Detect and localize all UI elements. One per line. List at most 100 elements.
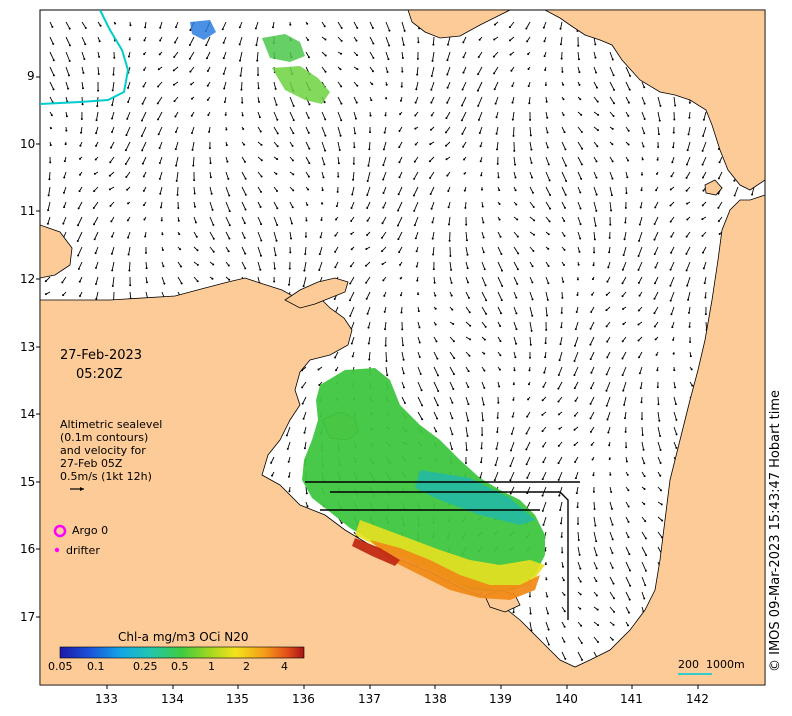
velocity-arrow-head [492, 55, 495, 58]
velocity-arrow-head [610, 194, 613, 197]
velocity-arrow-head [227, 264, 230, 267]
chl-north-green [262, 34, 305, 62]
velocity-arrow-head [84, 27, 87, 30]
velocity-arrow-head [612, 74, 615, 77]
velocity-arrow-head [643, 462, 646, 465]
velocity-arrow-head [595, 193, 598, 196]
velocity-arrow [593, 561, 598, 569]
velocity-arrow-head [517, 252, 520, 255]
velocity-arrow [365, 276, 371, 283]
velocity-arrow [385, 366, 388, 376]
velocity-arrow-head [97, 89, 100, 92]
velocity-arrow [287, 441, 291, 449]
velocity-arrow-head [480, 447, 483, 450]
velocity-arrow-head [433, 281, 436, 284]
velocity-arrow-head [52, 88, 55, 91]
velocity-arrow-head [717, 177, 720, 180]
velocity-arrow-head [189, 29, 192, 32]
velocity-arrow-head [289, 23, 292, 26]
velocity-arrow [63, 186, 67, 193]
velocity-arrow-head [191, 148, 194, 151]
argo-label: Argo 0 [72, 524, 109, 537]
velocity-arrow [273, 261, 276, 269]
velocity-arrow-head [421, 418, 424, 421]
velocity-arrow [353, 111, 357, 119]
velocity-arrow-head [544, 68, 547, 71]
velocity-arrow [433, 396, 439, 406]
velocity-arrow-head [350, 207, 353, 210]
velocity-arrow-head [675, 433, 678, 436]
velocity-arrow [413, 201, 419, 212]
velocity-arrow-head [175, 179, 178, 182]
velocity-arrow [577, 546, 581, 555]
velocity-arrow [432, 231, 435, 239]
velocity-arrow-head [561, 551, 564, 554]
velocity-arrow [624, 411, 627, 419]
velocity-arrow [609, 516, 613, 525]
velocity-arrow-head [350, 248, 353, 251]
velocity-arrow-head [563, 640, 566, 643]
velocity-arrow-head [398, 161, 401, 164]
velocity-arrow-head [547, 612, 550, 615]
velocity-arrow [589, 336, 595, 345]
velocity-arrow-head [560, 326, 563, 329]
velocity-arrow-head [533, 219, 536, 222]
lat-tick-label: 16 [20, 542, 36, 556]
velocity-arrow [383, 141, 387, 150]
velocity-arrow [545, 201, 551, 209]
velocity-arrow-head [416, 73, 419, 76]
velocity-arrow-head [467, 296, 470, 299]
velocity-arrow-head [644, 537, 647, 540]
velocity-arrow-head [514, 189, 517, 192]
velocity-arrow-head [79, 144, 82, 147]
velocity-arrow-head [465, 448, 468, 451]
velocity-arrow-head [525, 432, 528, 435]
velocity-arrow-head [546, 146, 549, 149]
velocity-arrow-head [638, 294, 641, 297]
velocity-arrow [641, 111, 646, 120]
velocity-arrow-head [94, 266, 97, 269]
velocity-arrow-head [307, 116, 310, 119]
velocity-arrow-head [483, 352, 486, 355]
velocity-arrow-head [110, 220, 113, 223]
velocity-arrow-head [461, 104, 464, 107]
velocity-arrow-head [366, 312, 369, 315]
velocity-arrow-head [225, 144, 228, 147]
velocity-arrow-head [610, 507, 613, 510]
velocity-arrow [223, 81, 227, 89]
velocity-arrow-head [528, 102, 531, 105]
velocity-arrow [641, 126, 645, 134]
velocity-arrow-head [704, 313, 707, 316]
velocity-arrow-head [579, 223, 582, 226]
velocity-arrow [481, 381, 485, 388]
velocity-arrow-head [127, 55, 130, 58]
velocity-arrow-head [642, 448, 645, 451]
velocity-arrow-head [659, 462, 662, 465]
velocity-arrow-head [228, 278, 231, 281]
velocity-arrow-head [323, 25, 326, 28]
velocity-arrow-head [301, 402, 304, 405]
velocity-arrow-head [303, 269, 306, 272]
velocity-arrow-head [401, 57, 404, 60]
velocity-arrow-head [305, 219, 308, 222]
velocity-arrow [625, 576, 631, 586]
velocity-arrow [192, 141, 195, 150]
velocity-arrow-head [403, 29, 406, 32]
velocity-arrow [542, 471, 547, 480]
velocity-arrow-head [80, 131, 83, 134]
velocity-arrow [349, 291, 355, 301]
velocity-arrow [638, 276, 643, 284]
velocity-arrow-head [381, 236, 384, 239]
lat-tick-label: 17 [20, 610, 36, 624]
velocity-arrow [95, 261, 99, 269]
velocity-arrow-head [513, 149, 516, 152]
velocity-arrow [142, 156, 147, 164]
velocity-arrow-head [605, 325, 608, 328]
velocity-arrow-head [482, 251, 485, 254]
velocity-arrow [577, 126, 583, 133]
velocity-arrow-head [108, 174, 111, 177]
lon-tick-label: 133 [95, 692, 118, 706]
velocity-arrow [239, 51, 243, 61]
velocity-arrow-head [593, 251, 596, 254]
velocity-arrow [560, 36, 563, 45]
